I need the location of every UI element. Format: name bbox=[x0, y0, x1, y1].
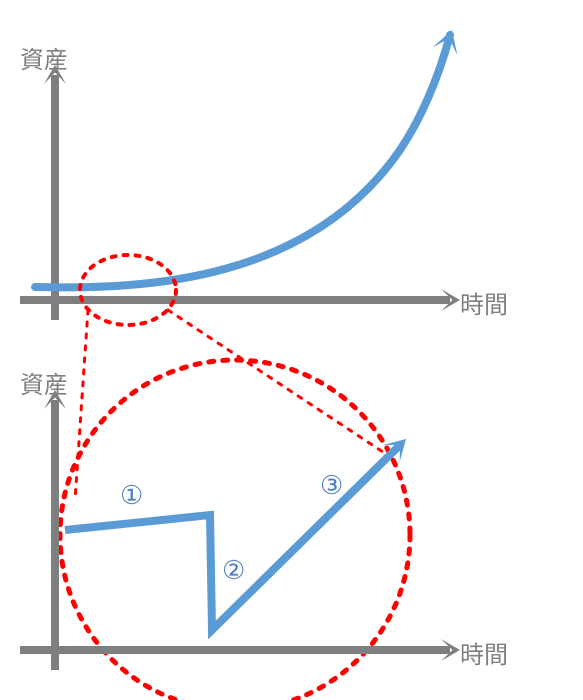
y-axis-label-bottom: 資産 bbox=[20, 365, 68, 400]
x-axis-label-bottom: 時間 bbox=[460, 635, 508, 670]
y-axis-label-top: 資産 bbox=[20, 40, 68, 75]
segment-label-2: ② bbox=[222, 555, 245, 586]
segment-label-3: ③ bbox=[320, 470, 343, 501]
x-axis-label-top: 時間 bbox=[460, 285, 508, 320]
segment-label-1: ① bbox=[120, 480, 143, 511]
chart-canvas bbox=[0, 0, 583, 700]
